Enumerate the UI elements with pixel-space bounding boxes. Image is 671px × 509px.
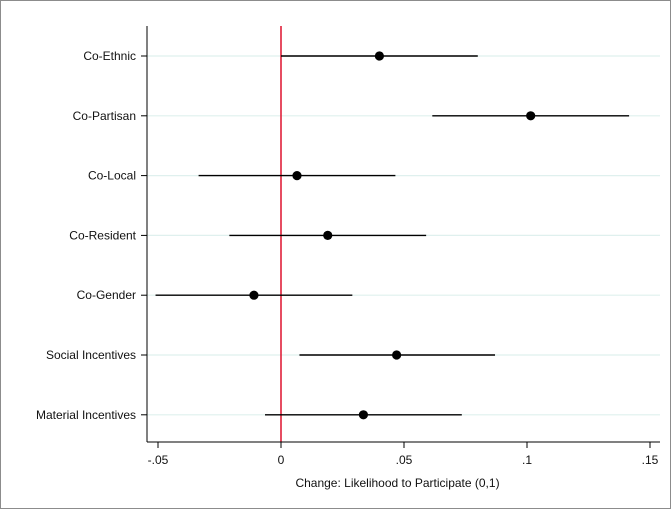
category-label: Co-Partisan: [73, 109, 136, 123]
category-label: Material Incentives: [36, 408, 136, 422]
category-labels: Co-Ethnic Co-Partisan Co-Local Co-Resident C…: [36, 49, 137, 422]
category-label: Social Incentives: [46, 348, 136, 362]
category-label: Co-Local: [88, 169, 136, 183]
point-estimate: [292, 171, 302, 181]
category-label: Co-Ethnic: [83, 49, 136, 63]
category-label: Co-Gender: [77, 288, 136, 302]
point-estimate: [323, 230, 333, 240]
x-axis-title: Change: Likelihood to Participate (0,1): [295, 476, 499, 490]
x-tick-label: .15: [642, 453, 659, 467]
category-label: Co-Resident: [69, 228, 136, 242]
point-estimates: [249, 51, 536, 420]
point-estimate: [374, 51, 384, 61]
x-tick-label: .1: [522, 453, 532, 467]
axes: [141, 26, 660, 448]
x-tick-label: .05: [396, 453, 413, 467]
x-tick-labels: -.05 0 .05 .1 .15: [148, 453, 659, 467]
x-tick-label: 0: [278, 453, 285, 467]
point-estimate: [392, 350, 402, 360]
point-estimate: [249, 290, 259, 300]
x-tick-label: -.05: [148, 453, 169, 467]
point-estimate: [358, 410, 369, 420]
point-estimate: [526, 111, 536, 121]
